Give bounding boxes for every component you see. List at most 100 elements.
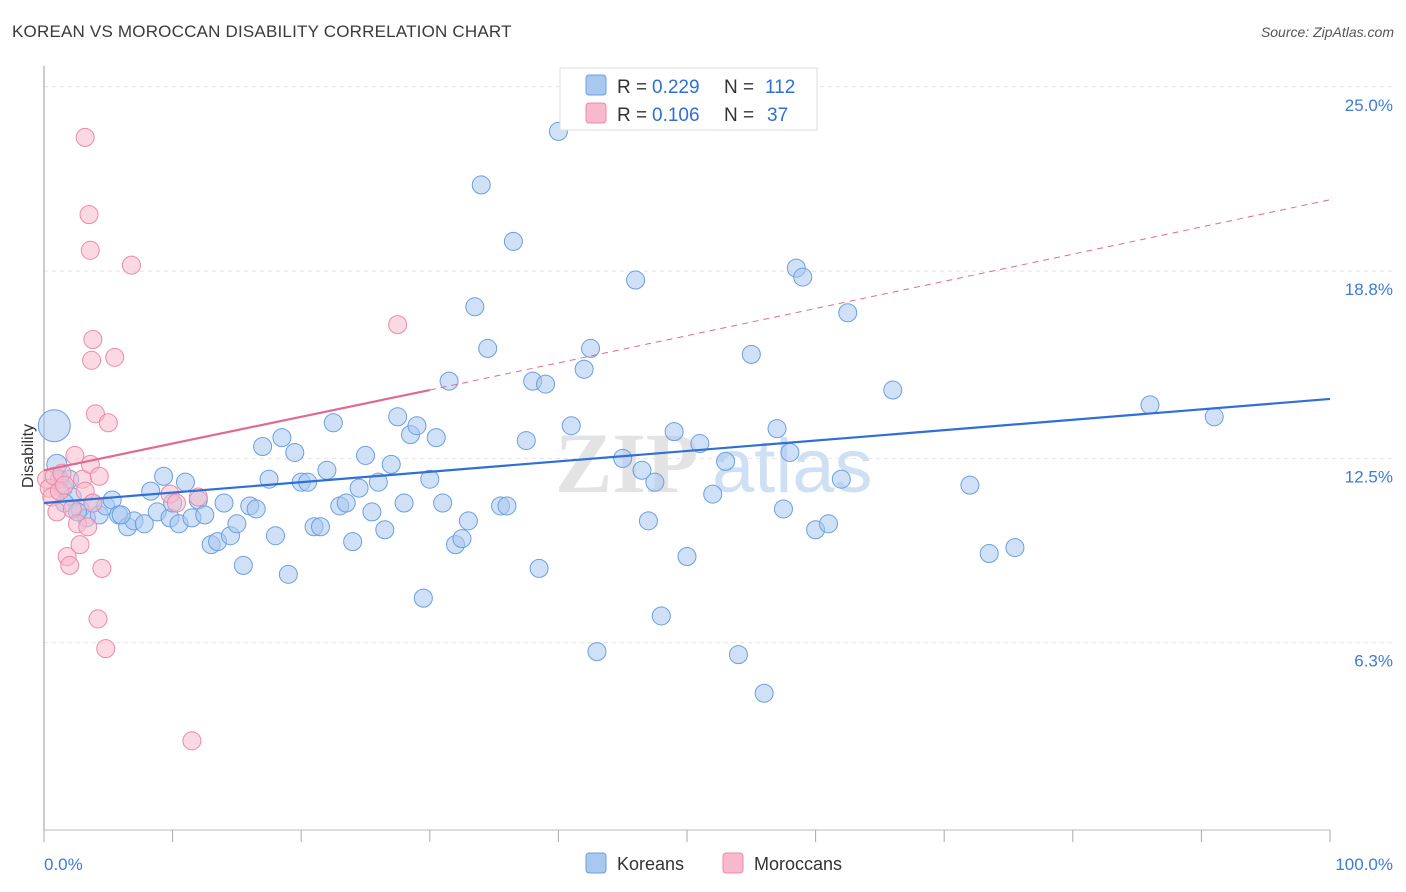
moroccans-point xyxy=(83,329,103,349)
koreans-point xyxy=(175,472,195,492)
koreans-point xyxy=(645,472,665,492)
y-tick-label: 18.8% xyxy=(1345,280,1393,299)
koreans-point xyxy=(285,442,305,462)
koreans-point xyxy=(883,380,903,400)
koreans-point xyxy=(651,606,671,626)
koreans-point xyxy=(516,431,536,451)
moroccans-point xyxy=(78,517,98,537)
moroccans-point xyxy=(89,466,109,486)
legend-r-value-koreans: 0.229 xyxy=(652,77,700,98)
moroccans-point xyxy=(92,558,112,578)
koreans-point xyxy=(626,270,646,290)
koreans-point xyxy=(458,511,478,531)
koreans-point xyxy=(253,437,273,457)
moroccans-point xyxy=(80,240,100,260)
legend-r-label-moroccans: R = xyxy=(617,105,647,126)
bottom-legend-swatch-moroccans xyxy=(722,852,744,874)
moroccans-point xyxy=(60,555,80,575)
koreans-point xyxy=(465,297,485,317)
koreans-point xyxy=(979,544,999,564)
y-axis-label: Disability xyxy=(20,424,37,488)
koreans-point xyxy=(227,514,247,534)
koreans-point xyxy=(214,493,234,513)
koreans-point xyxy=(767,419,787,439)
koreans-point xyxy=(741,344,761,364)
moroccans-point xyxy=(166,493,186,513)
koreans-point xyxy=(362,502,382,522)
moroccans-point xyxy=(388,315,408,335)
legend-n-label-moroccans: N = xyxy=(724,105,754,126)
koreans-points xyxy=(37,121,1224,703)
moroccans-point xyxy=(105,347,125,367)
koreans-point xyxy=(1204,407,1224,427)
koreans-point xyxy=(349,478,369,498)
koreans-point xyxy=(561,416,581,436)
koreans-point xyxy=(574,359,594,379)
y-tick-labels: 25.0% 18.8% 12.5% 6.3% xyxy=(1345,96,1393,671)
koreans-point xyxy=(793,267,813,287)
koreans-point xyxy=(503,231,523,251)
koreans-point xyxy=(233,555,253,575)
bottom-legend-moroccans: Moroccans xyxy=(754,854,842,874)
koreans-point xyxy=(1140,395,1160,415)
legend-swatch-moroccans xyxy=(585,102,607,124)
moroccans-point xyxy=(70,535,90,555)
koreans-point xyxy=(818,514,838,534)
moroccans-point xyxy=(55,475,75,495)
x-tick-max: 100.0% xyxy=(1335,855,1393,874)
koreans-point xyxy=(381,454,401,474)
top-legend: R = 0.229 N = 112 R = 0.106 N = 37 xyxy=(559,67,818,131)
koreans-point xyxy=(356,445,375,465)
koreans-point xyxy=(664,422,684,442)
koreans-point xyxy=(497,496,517,516)
legend-n-label-koreans: N = xyxy=(724,77,754,98)
y-tick-label: 25.0% xyxy=(1345,96,1393,115)
koreans-point xyxy=(536,374,556,394)
koreans-point xyxy=(677,547,697,567)
koreans-point xyxy=(613,448,633,468)
koreans-point xyxy=(246,499,266,519)
moroccans-point xyxy=(188,487,208,507)
koreans-point xyxy=(780,442,800,462)
moroccans-trend-line xyxy=(43,388,431,472)
koreans-point xyxy=(831,469,851,489)
y-tick-label: 12.5% xyxy=(1345,467,1393,486)
moroccans-point xyxy=(121,255,141,275)
koreans-point xyxy=(728,645,748,665)
moroccans-point xyxy=(47,502,67,522)
legend-n-value-moroccans: 37 xyxy=(767,105,788,126)
koreans-point xyxy=(407,416,427,436)
koreans-point xyxy=(278,564,298,584)
trend-lines xyxy=(43,199,1331,505)
chart-title: KOREAN VS MOROCCAN DISABILITY CORRELATIO… xyxy=(12,22,512,41)
koreans-point xyxy=(716,451,736,471)
koreans-point xyxy=(587,642,607,662)
koreans-point xyxy=(111,505,131,525)
bottom-legend-swatch-koreans xyxy=(585,852,607,874)
koreans-trend-line xyxy=(43,397,1331,505)
moroccans-points xyxy=(37,127,408,751)
koreans-point xyxy=(413,588,433,608)
koreans-point xyxy=(754,683,774,703)
koreans-point xyxy=(388,407,408,427)
koreans-point xyxy=(343,532,363,552)
source-label: Source: ZipAtlas.com xyxy=(1260,24,1394,40)
koreans-point xyxy=(420,469,440,489)
koreans-point xyxy=(426,428,446,448)
koreans-point xyxy=(195,505,215,525)
koreans-point xyxy=(838,303,858,323)
koreans-point xyxy=(529,558,549,578)
koreans-point xyxy=(439,371,459,391)
koreans-point xyxy=(960,475,980,495)
moroccans-point xyxy=(83,493,103,513)
moroccans-point xyxy=(96,639,116,659)
x-ticks xyxy=(43,830,1331,842)
moroccans-trend-extension xyxy=(429,199,1331,391)
koreans-point xyxy=(690,434,710,454)
watermark-atlas: atlas xyxy=(712,424,873,509)
koreans-point xyxy=(265,526,285,546)
koreans-point xyxy=(336,493,356,513)
moroccans-point xyxy=(88,609,108,629)
koreans-point xyxy=(478,338,498,358)
x-tick-min: 0.0% xyxy=(44,855,83,874)
